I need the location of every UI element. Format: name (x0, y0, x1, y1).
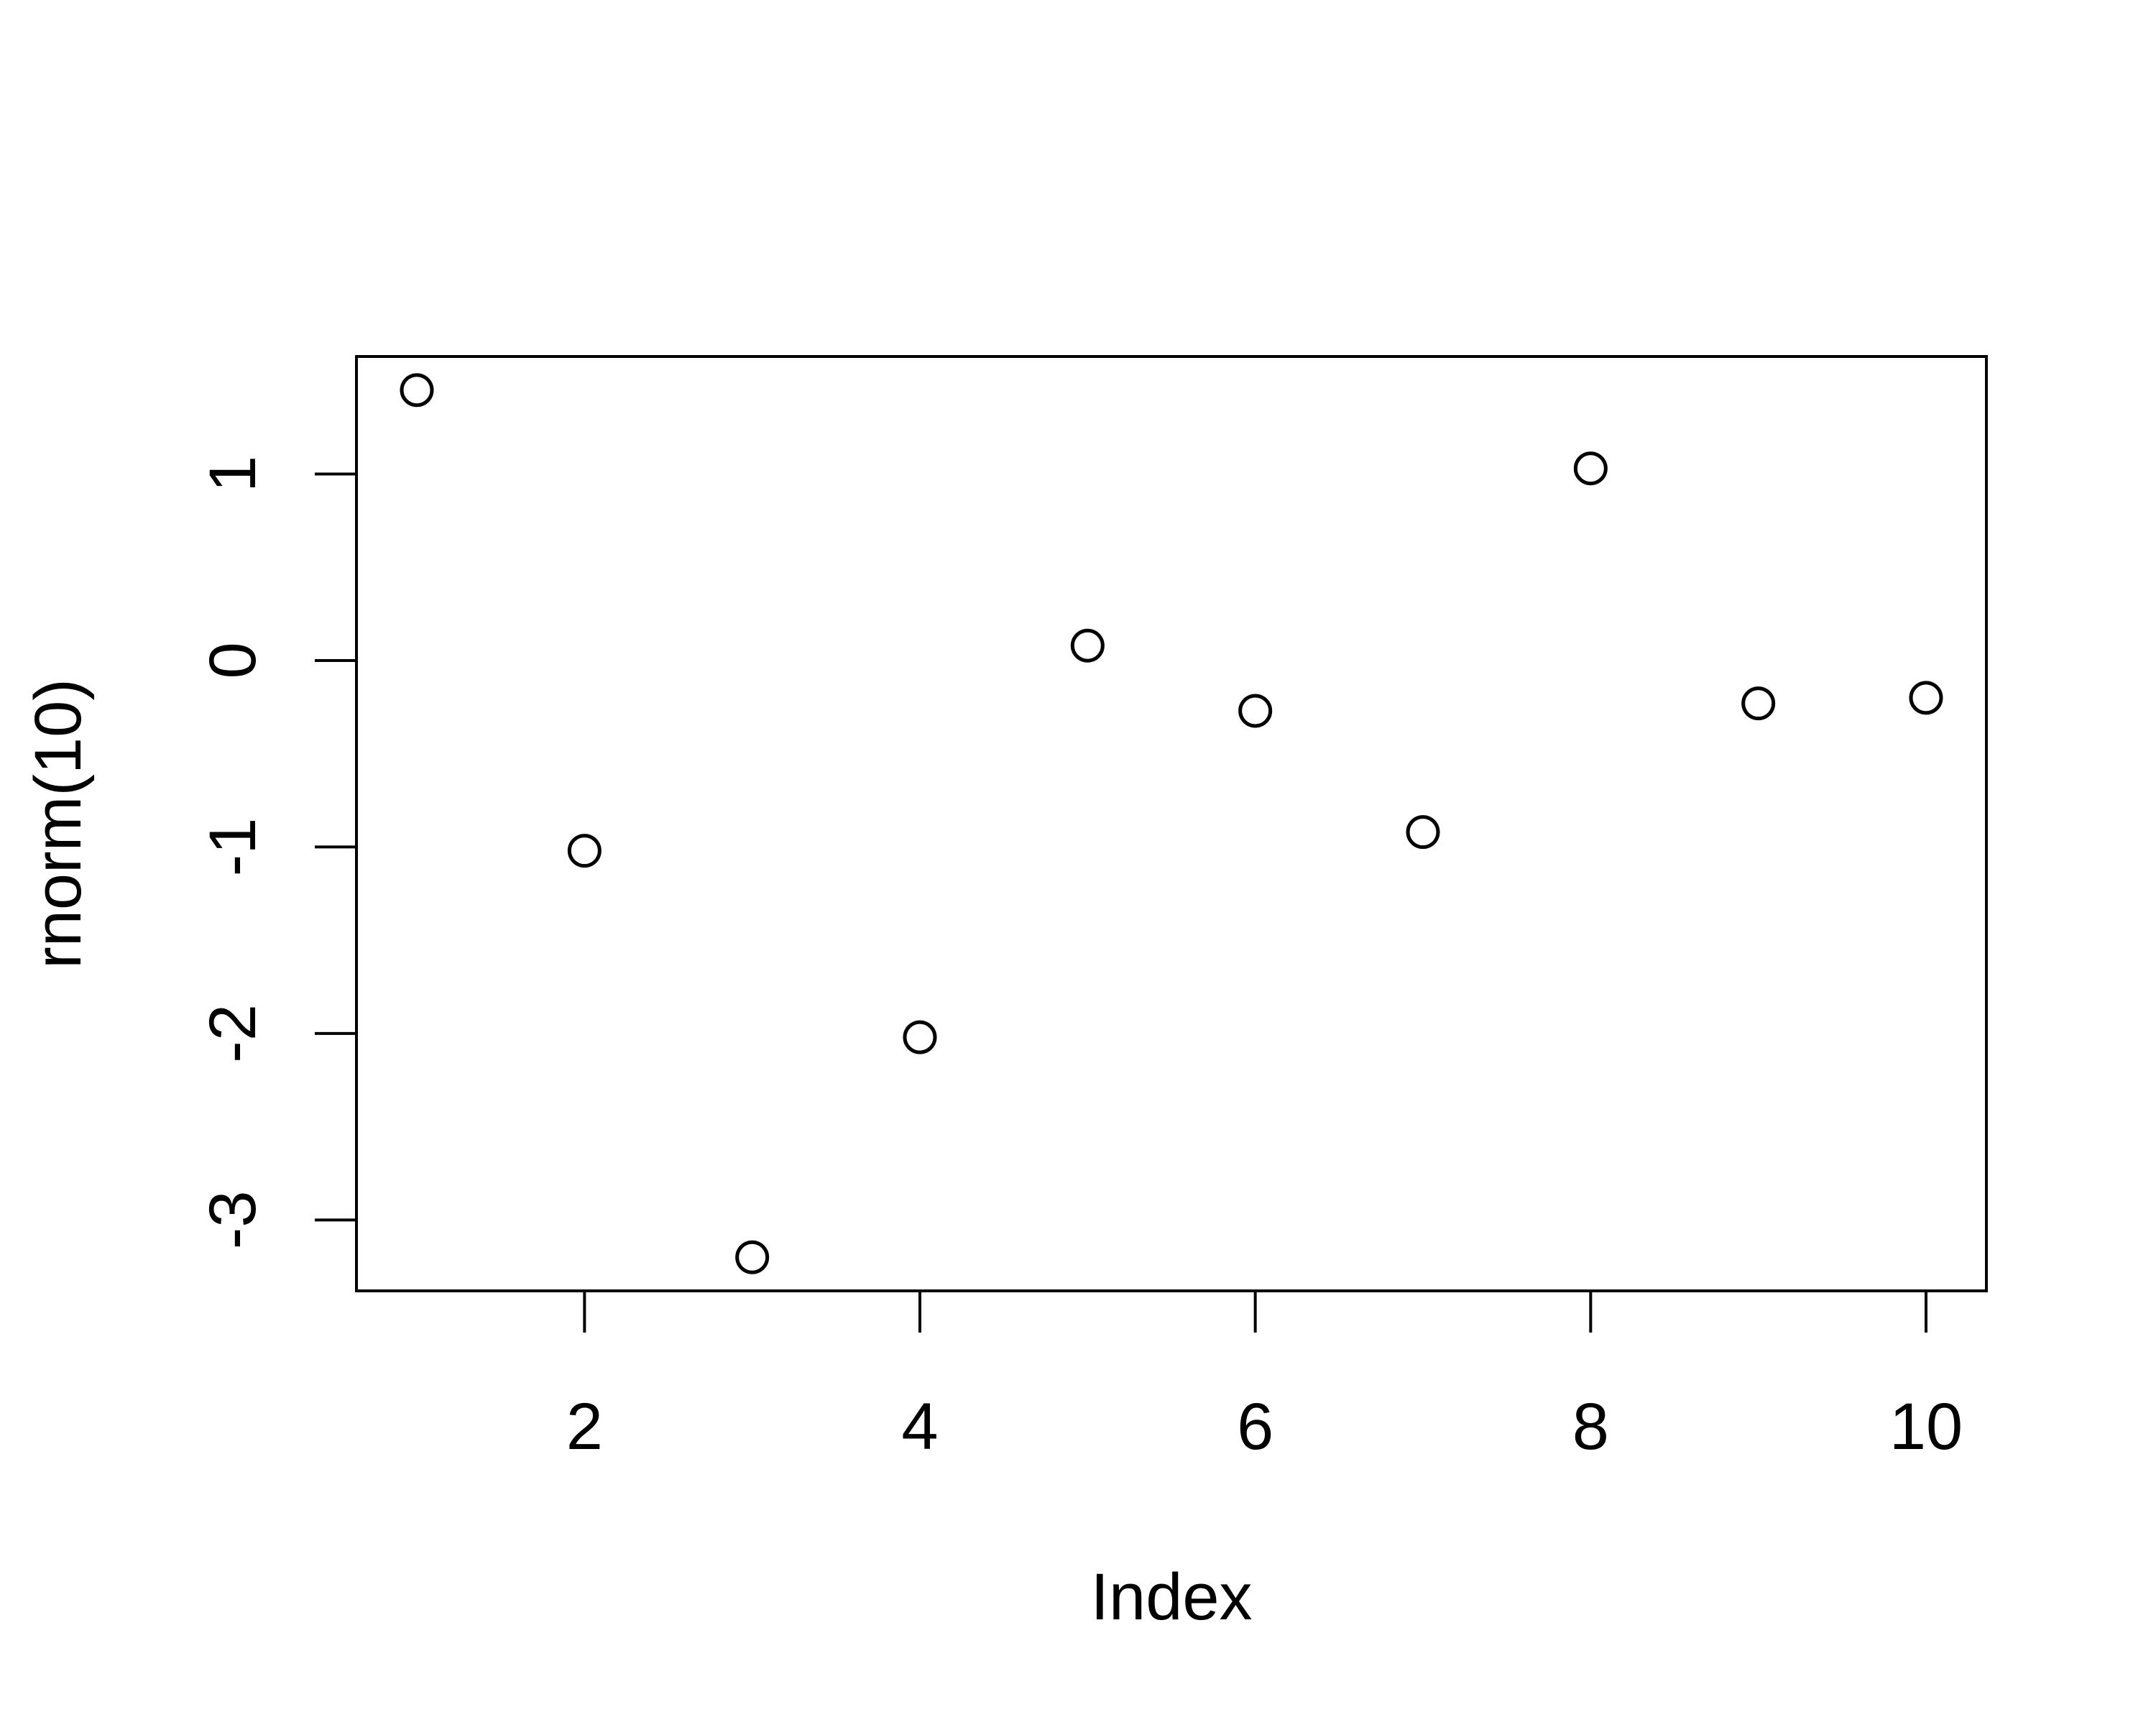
data-point (1070, 628, 1105, 663)
data-points (400, 373, 1943, 1274)
y-axis: -3 -2 -1 0 1 (196, 456, 358, 1249)
data-point (567, 834, 602, 868)
y-tick-label: -2 (196, 1004, 270, 1063)
y-tick-label: -1 (196, 818, 270, 877)
data-point (903, 1020, 937, 1054)
data-point (1741, 686, 1776, 721)
y-axis-label: rnorm(10) (22, 678, 95, 969)
data-point (735, 1240, 770, 1274)
data-point (400, 373, 434, 408)
data-point (1406, 815, 1440, 850)
x-tick-label: 10 (1889, 1390, 1963, 1463)
x-axis: 2 4 6 8 10 (566, 1289, 1963, 1463)
x-axis-label: Index (1090, 1560, 1252, 1634)
y-tick-label: 0 (196, 642, 270, 678)
x-tick-label: 4 (901, 1390, 938, 1463)
y-tick-label: -3 (196, 1190, 270, 1249)
x-tick-label: 6 (1237, 1390, 1273, 1463)
x-tick-label: 2 (566, 1390, 603, 1463)
data-point (1238, 694, 1273, 728)
x-tick-label: 8 (1572, 1390, 1609, 1463)
y-tick-label: 1 (196, 456, 270, 492)
data-point (1573, 451, 1608, 486)
data-point (1909, 681, 1943, 715)
